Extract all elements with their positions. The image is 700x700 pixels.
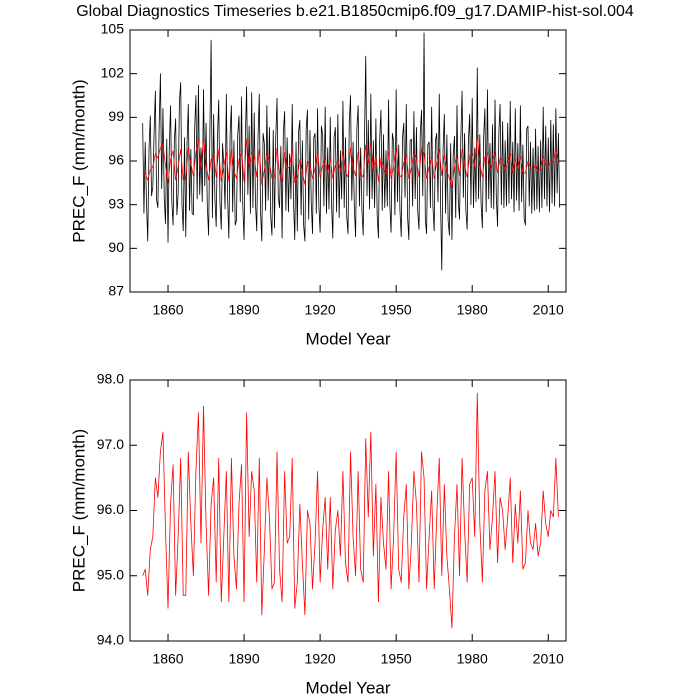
x-tick-label: 2010 <box>533 651 564 667</box>
x-tick-label: 2010 <box>533 302 564 318</box>
y-axis-title: PREC_F (mm/month) <box>69 429 88 592</box>
y-tick-label: 95.0 <box>97 566 124 582</box>
x-tick-label: 1860 <box>152 302 183 318</box>
plot-frame <box>129 379 567 642</box>
y-tick-label: 97.0 <box>97 436 124 452</box>
x-tick-label: 1980 <box>457 302 488 318</box>
x-axis-title: Model Year <box>305 329 390 348</box>
y-tick-label: 87 <box>108 283 124 299</box>
x-tick-label: 1890 <box>228 651 259 667</box>
x-tick-label: 1860 <box>152 651 183 667</box>
x-tick-label: 1950 <box>381 302 412 318</box>
y-tick-label: 105 <box>101 21 125 37</box>
y-tick-label: 96.0 <box>97 501 124 517</box>
data-line <box>142 392 559 629</box>
x-tick-label: 1920 <box>305 651 336 667</box>
x-tick-label: 1950 <box>381 651 412 667</box>
x-tick-label: 1980 <box>457 651 488 667</box>
y-tick-label: 96 <box>108 152 124 168</box>
y-tick-label: 94.0 <box>97 632 124 648</box>
data-line <box>142 32 561 271</box>
chart-title: Global Diagnostics Timeseries b.e21.B185… <box>76 3 634 20</box>
data-line <box>142 134 559 188</box>
x-axis-title: Model Year <box>305 678 390 697</box>
x-tick-label: 1890 <box>228 302 259 318</box>
y-tick-label: 90 <box>108 239 124 255</box>
y-tick-label: 99 <box>108 108 124 124</box>
y-axis-title: PREC_F (mm/month) <box>69 79 88 242</box>
y-tick-label: 93 <box>108 195 124 211</box>
x-tick-label: 1920 <box>305 302 336 318</box>
y-tick-label: 102 <box>101 64 125 80</box>
y-tick-label: 98.0 <box>97 371 124 387</box>
